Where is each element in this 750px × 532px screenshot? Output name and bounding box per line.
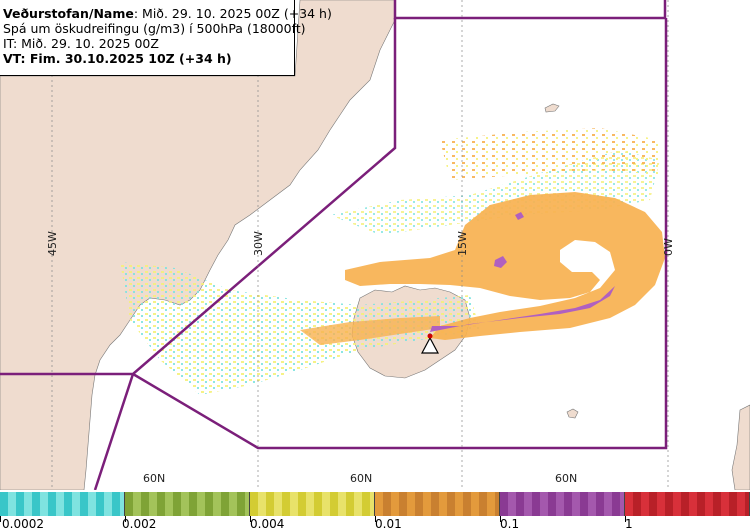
legend-label-0: 0.0002 bbox=[2, 517, 44, 531]
lat-label-60n-1: 60N bbox=[143, 472, 165, 485]
lon-label-45w: 45W bbox=[46, 231, 59, 256]
legend-swatch-yellow bbox=[250, 492, 375, 516]
lon-label-0w: 0W bbox=[662, 238, 675, 256]
legend-label-2: 0.004 bbox=[250, 517, 285, 531]
info-line-2: Spá um öskudreifingu (g/m3) í 500hPa (18… bbox=[3, 21, 306, 36]
ash-orange-cloud bbox=[345, 192, 665, 340]
legend-label-5: 1 bbox=[625, 517, 633, 531]
legend-color-bar bbox=[0, 492, 750, 516]
scotland-coast bbox=[731, 404, 750, 491]
legend-tick-0 bbox=[0, 516, 1, 522]
vaac-boundary-south bbox=[132, 18, 668, 450]
vaac-boundary-north bbox=[393, 0, 667, 20]
legend-tick-1 bbox=[125, 516, 126, 522]
legend-label-3: 0.01 bbox=[375, 517, 402, 531]
legend-label-4: 0.1 bbox=[500, 517, 520, 531]
ash-orange-speckle bbox=[440, 128, 660, 180]
legend-label-1: 0.002 bbox=[122, 517, 157, 531]
lon-label-30w: 30W bbox=[252, 231, 265, 256]
legend-swatch-red bbox=[625, 492, 750, 516]
ash-purple-band bbox=[430, 286, 615, 332]
legend-tick-5 bbox=[625, 516, 626, 522]
ash-orange-plume-west bbox=[300, 316, 440, 345]
ash-low-concentration bbox=[120, 262, 480, 395]
legend-swatch-purple bbox=[500, 492, 625, 516]
legend-swatch-orange bbox=[375, 492, 500, 516]
ash-purple-spot-1 bbox=[494, 256, 507, 268]
faroe-islands bbox=[566, 408, 579, 419]
lon-label-15w: 15W bbox=[456, 231, 469, 256]
info-line-3: IT: Mið. 29. 10. 2025 00Z bbox=[3, 36, 159, 51]
legend-tick-2 bbox=[250, 516, 251, 522]
forecast-info-box: Veðurstofan/Name: Mið. 29. 10. 2025 00Z … bbox=[0, 0, 332, 76]
concentration-legend: 0.0002 0.002 0.004 0.01 0.1 1 bbox=[0, 490, 750, 532]
institution-label: Veðurstofan/Name bbox=[3, 6, 134, 21]
ash-purple-spot-2 bbox=[515, 212, 524, 220]
greenland-landmass bbox=[0, 0, 396, 491]
lat-label-60n-3: 60N bbox=[555, 472, 577, 485]
vaac-boundary-polygon bbox=[0, 18, 397, 376]
legend-swatch-cyan bbox=[0, 492, 125, 516]
lat-label-60n-2: 60N bbox=[350, 472, 372, 485]
jan-mayen-island bbox=[544, 103, 560, 113]
valid-time-label: VT: Fim. 30.10.2025 10Z (+34 h) bbox=[3, 51, 232, 66]
info-line-4: VT: Fim. 30.10.2025 10Z (+34 h) bbox=[3, 51, 294, 66]
legend-tick-3 bbox=[375, 516, 376, 522]
volcano-warning-icon bbox=[421, 333, 439, 354]
info-line-1: Veðurstofan/Name: Mið. 29. 10. 2025 00Z … bbox=[3, 6, 332, 21]
run-time-label: : Mið. 29. 10. 2025 00Z (+34 h) bbox=[133, 6, 332, 21]
vaac-boundary-southwest bbox=[93, 373, 135, 491]
legend-swatch-green bbox=[125, 492, 250, 516]
legend-tick-4 bbox=[500, 516, 501, 522]
